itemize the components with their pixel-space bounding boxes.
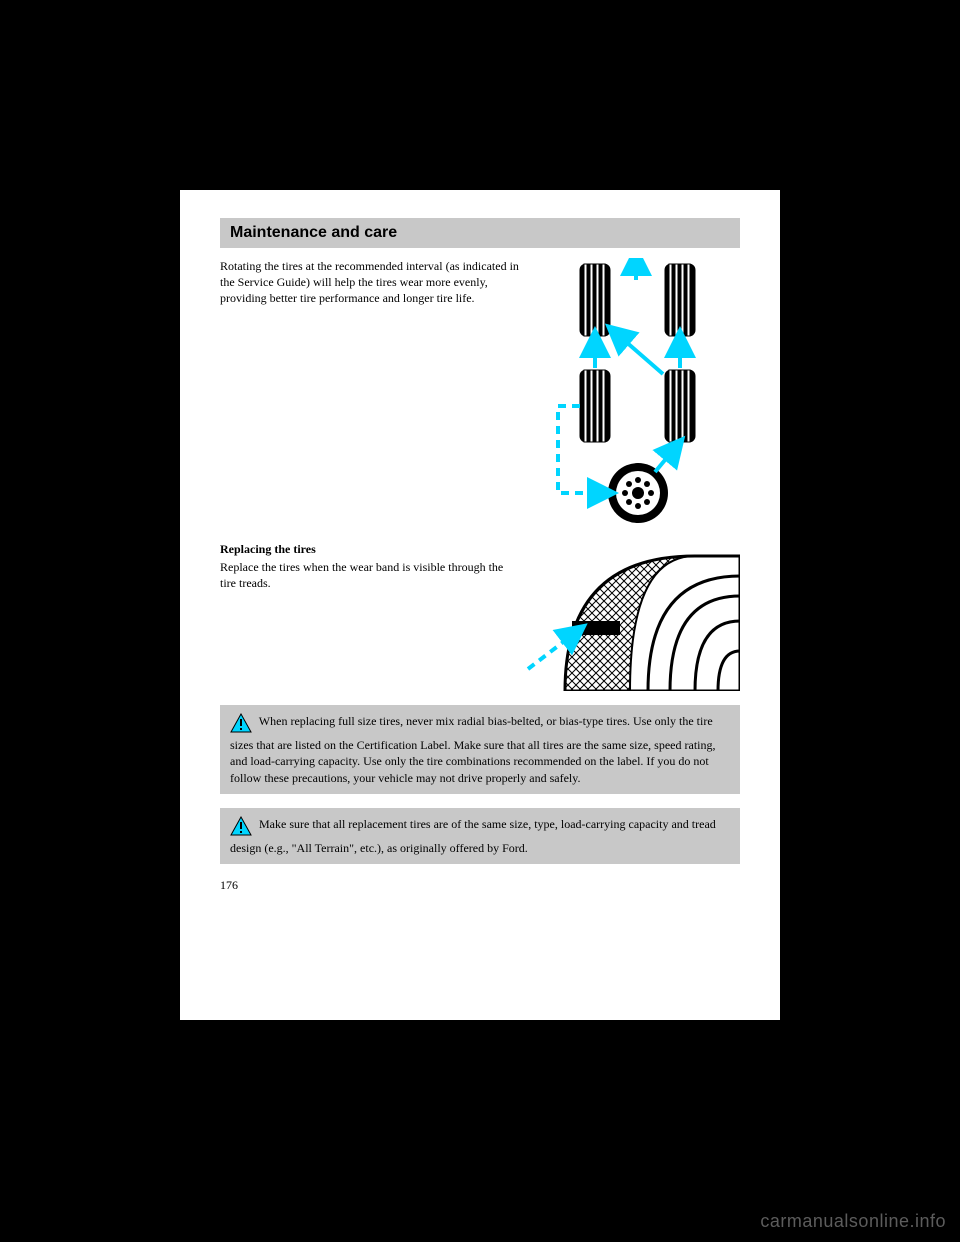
rotation-diagram-svg [523,258,738,533]
rotation-figure [520,258,740,533]
wear-figure [520,541,740,691]
warning-text-1: When replacing full size tires, never mi… [230,714,715,785]
watermark: carmanualsonline.info [760,1211,946,1232]
tire-rear-left [580,370,610,442]
warning-text-2: Make sure that all replacement tires are… [230,817,716,855]
wear-band [572,621,620,635]
intro-text: Rotating the tires at the recommended in… [220,258,520,533]
tire-front-left [580,264,610,336]
warning-icon [230,713,252,737]
section-title: Maintenance and care [230,224,397,241]
page-inner: Maintenance and care Rotating the tires … [180,190,780,913]
replacing-block: Replacing the tires Replace the tires wh… [220,541,520,691]
section-header: Maintenance and care [220,218,740,248]
warning-box-1: When replacing full size tires, never mi… [220,705,740,794]
spare-wheel [608,463,668,523]
warning-icon [230,816,252,840]
tire-rear-right [665,370,695,442]
tire-front-right [665,264,695,336]
intro-row: Rotating the tires at the recommended in… [220,258,740,533]
warning-box-2: Make sure that all replacement tires are… [220,808,740,864]
replacing-row: Replacing the tires Replace the tires wh… [220,541,740,691]
replacing-title: Replacing the tires [220,541,520,557]
replacing-text: Replace the tires when the wear band is … [220,559,520,591]
document-page: Maintenance and care Rotating the tires … [180,190,780,1020]
tire-wear-svg [520,541,740,691]
page-number: 176 [220,878,740,893]
